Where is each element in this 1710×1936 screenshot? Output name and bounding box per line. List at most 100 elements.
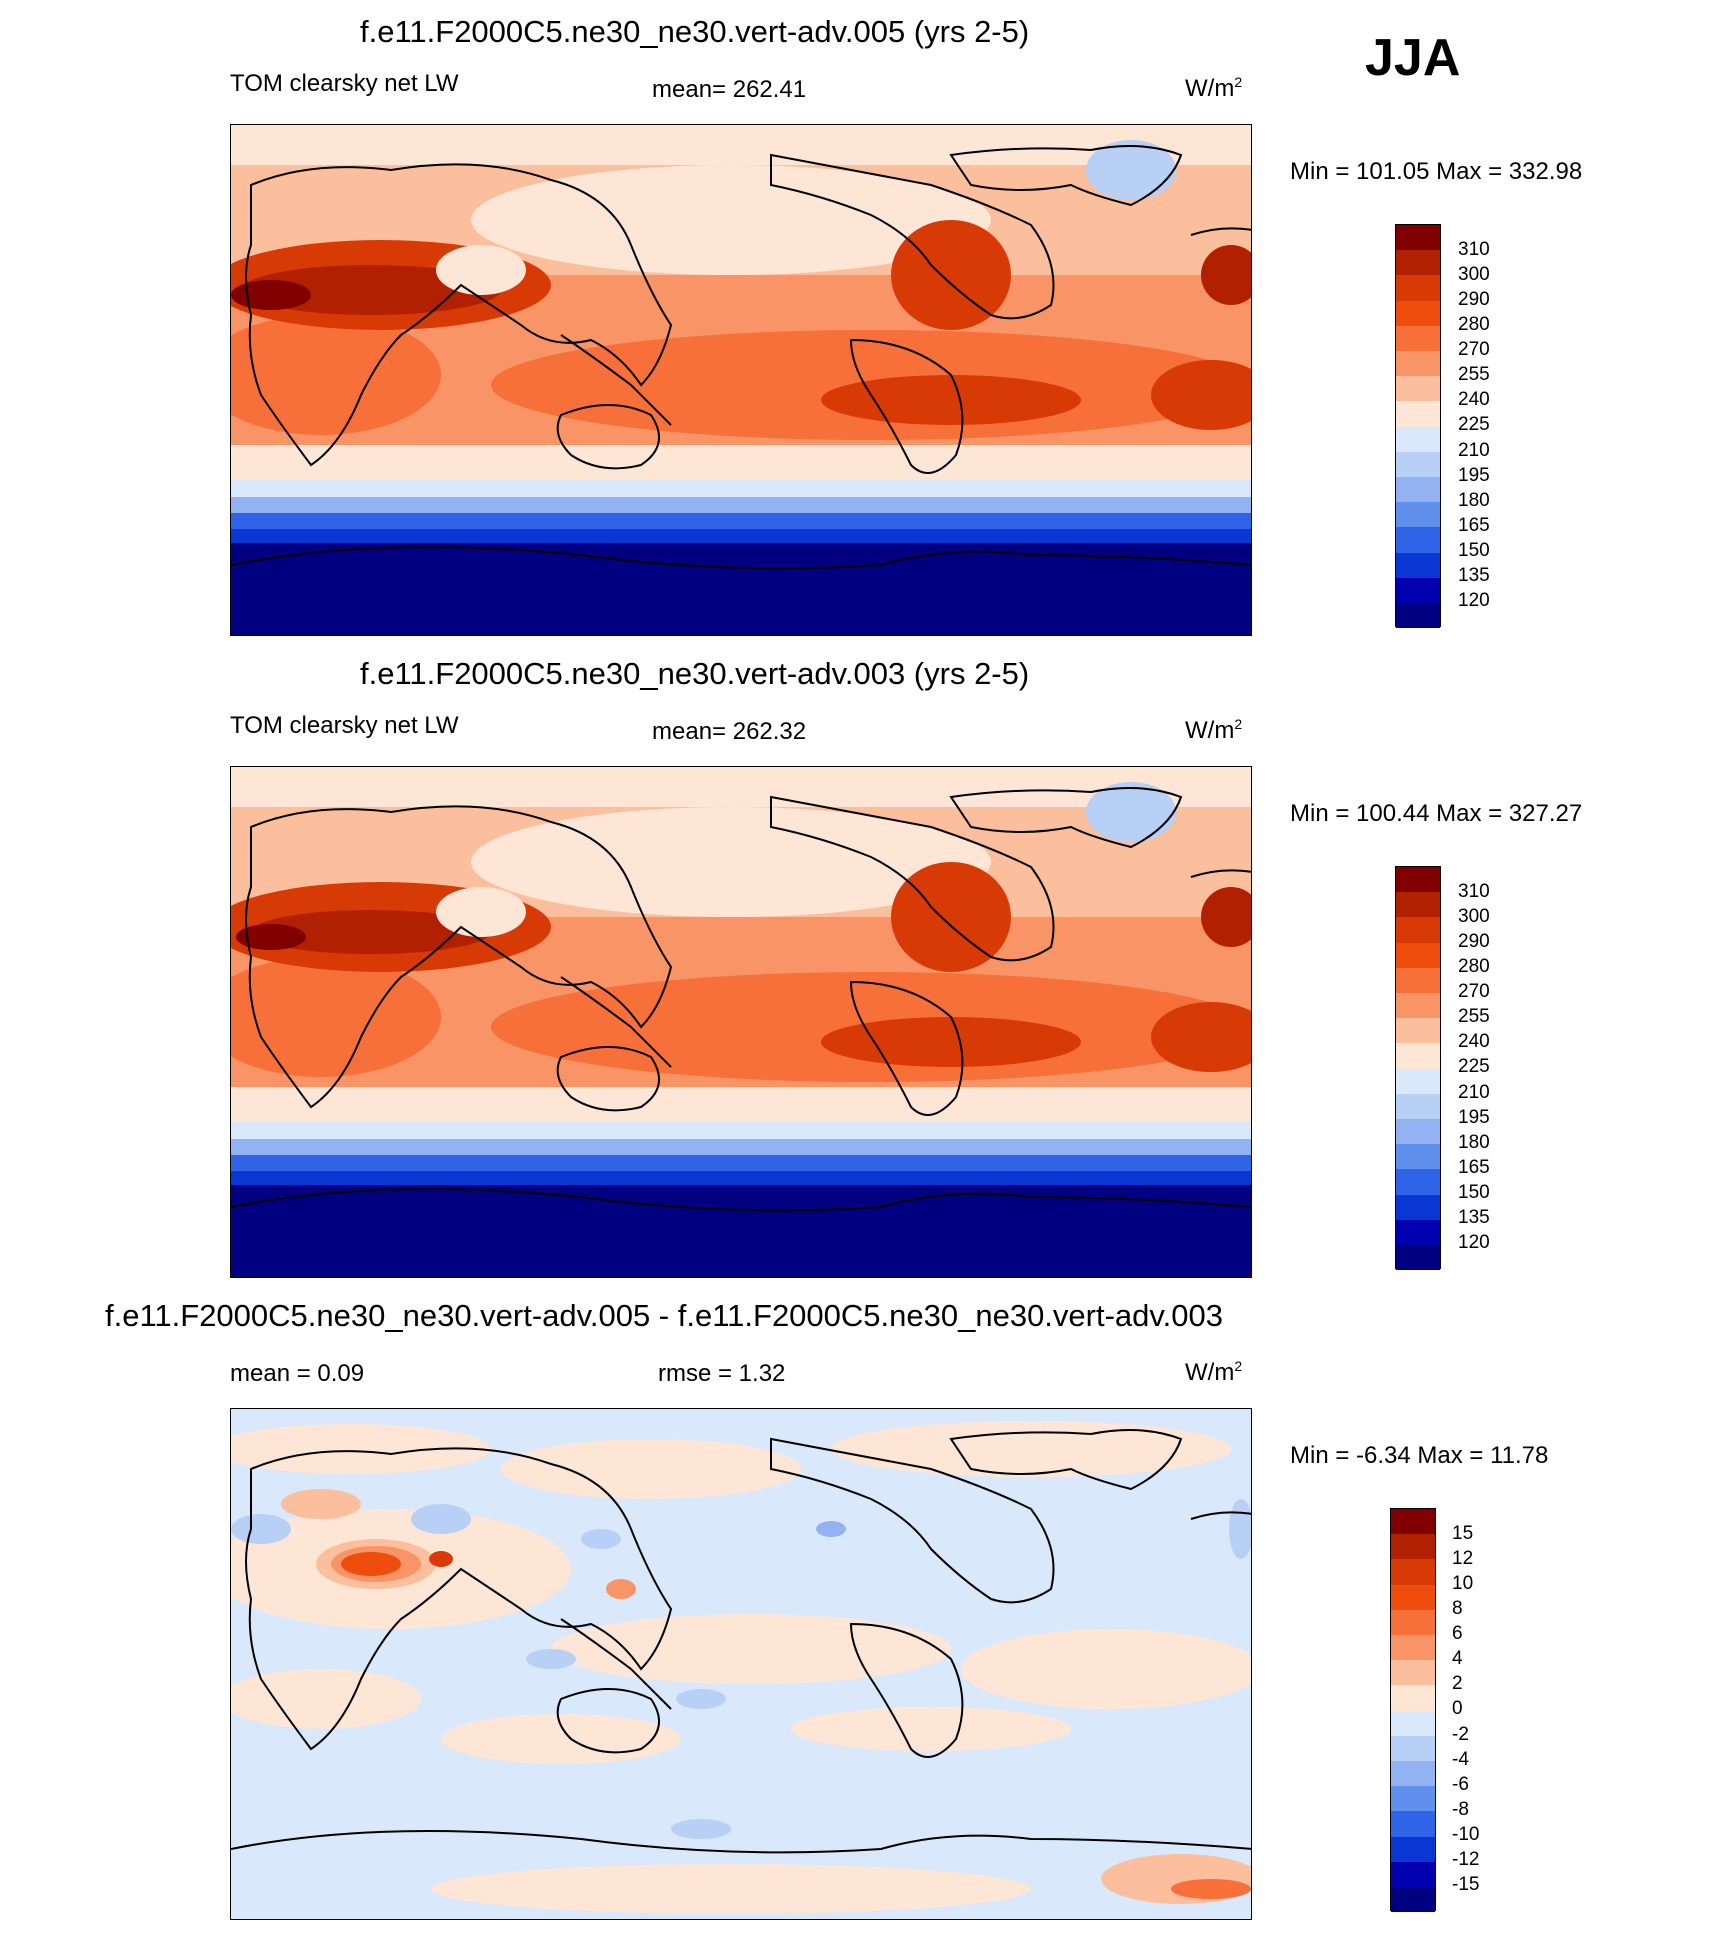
panel-1-colorbar-label: 135	[1458, 565, 1490, 586]
panel-1-minmax: Min = 101.05 Max = 332.98	[1290, 158, 1583, 185]
panel-1-colorbar-label: 120	[1458, 590, 1490, 611]
panel-3-colorbar-label: -12	[1452, 1849, 1480, 1870]
panel-1-colorbar-label: 255	[1458, 364, 1490, 385]
panel-2-mean-label: mean= 262.32	[652, 718, 807, 745]
panel-1-colorbar-box	[1396, 250, 1440, 276]
panel-1-colorbar-box	[1396, 577, 1440, 603]
panel-1-map	[230, 124, 1252, 636]
panel-3-colorbar-box	[1391, 1861, 1435, 1887]
panel-2-colorbar-label: 195	[1458, 1107, 1490, 1128]
panel-3-colorbar-label: -2	[1452, 1724, 1469, 1745]
season-label: JJA	[1365, 29, 1461, 87]
panel-3-colorbar-box	[1391, 1811, 1435, 1837]
panel-2-colorbar-label: 180	[1458, 1132, 1490, 1153]
panel-1-colorbar-box	[1396, 451, 1440, 477]
panel-1-colorbar-box	[1396, 275, 1440, 301]
panel-2-colorbar-label: 165	[1458, 1157, 1490, 1178]
panel-1-colorbar-box	[1396, 300, 1440, 326]
panel-3-colorbar-label: 8	[1452, 1598, 1463, 1619]
panel-1-colorbar-box	[1396, 527, 1440, 553]
panel-3-colorbar-label: -8	[1452, 1799, 1469, 1820]
panel-2-colorbar-label: 225	[1458, 1056, 1490, 1077]
panel-2-colorbar-box	[1396, 967, 1440, 993]
panel-1-colorbar-box	[1396, 401, 1440, 427]
panel-2-colorbar-box	[1396, 1043, 1440, 1069]
panel-2-colorbar-box	[1396, 892, 1440, 918]
panel-1-colorbar-label: 300	[1458, 264, 1490, 285]
panel-1-colorbar-label: 225	[1458, 414, 1490, 435]
panel-3-units: W/m2	[1185, 1358, 1243, 1386]
panel-3-colorbar-box	[1391, 1559, 1435, 1585]
panel-1-colorbar-label: 150	[1458, 540, 1490, 561]
panel-3-colorbar-box	[1391, 1710, 1435, 1736]
panel-2-colorbar	[1395, 866, 1441, 1270]
panel-3-title: f.e11.F2000C5.ne30_ne30.vert-adv.005 - f…	[105, 1298, 1223, 1333]
panel-2-colorbar-label: 210	[1458, 1082, 1490, 1103]
panel-2-colorbar-label: 290	[1458, 931, 1490, 952]
panel-2-colorbar-label: 280	[1458, 956, 1490, 977]
panel-2-minmax: Min = 100.44 Max = 327.27	[1290, 800, 1583, 827]
panel-3-colorbar-box	[1391, 1660, 1435, 1686]
panel-3-rmse-label: rmse = 1.32	[658, 1360, 786, 1387]
panel-3-colorbar-box	[1391, 1509, 1435, 1535]
panel-3-colorbar-box	[1391, 1635, 1435, 1661]
panel-1-title: f.e11.F2000C5.ne30_ne30.vert-adv.005 (yr…	[360, 14, 1030, 49]
panel-1-colorbar-label: 180	[1458, 490, 1490, 511]
panel-1-colorbar-box	[1396, 552, 1440, 578]
panel-2-colorbar-box	[1396, 942, 1440, 968]
panel-1-colorbar-box	[1396, 477, 1440, 503]
panel-3-colorbar-box	[1391, 1887, 1435, 1912]
panel-3-colorbar-label: 2	[1452, 1673, 1463, 1694]
panel-2-colorbar-box	[1396, 917, 1440, 943]
panel-1-colorbar-label: 280	[1458, 314, 1490, 335]
panel-2-colorbar-label: 255	[1458, 1006, 1490, 1027]
panel-1-colorbar-label: 240	[1458, 389, 1490, 410]
panel-3-map-field	[231, 1409, 1251, 1919]
panel-1-colorbar	[1395, 224, 1441, 628]
panel-1-colorbar-label: 310	[1458, 239, 1490, 260]
panel-3-colorbar-label: 15	[1452, 1523, 1474, 1544]
panel-2-title: f.e11.F2000C5.ne30_ne30.vert-adv.003 (yr…	[360, 656, 1030, 691]
panel-2-colorbar-box	[1396, 1194, 1440, 1220]
panel-1-colorbar-box	[1396, 376, 1440, 402]
panel-3-colorbar-label: 0	[1452, 1698, 1463, 1719]
panel-2-colorbar-box	[1396, 1093, 1440, 1119]
panel-1-map-field	[231, 125, 1251, 635]
panel-3-colorbar-label: -6	[1452, 1774, 1469, 1795]
panel-3-colorbar-label: 6	[1452, 1623, 1463, 1644]
panel-3-colorbar-box	[1391, 1836, 1435, 1862]
panel-2-colorbar-box	[1396, 993, 1440, 1019]
panel-3-colorbar-box	[1391, 1761, 1435, 1787]
panel-3-colorbar-label: -15	[1452, 1874, 1480, 1895]
panel-1-colorbar-label: 210	[1458, 440, 1490, 461]
panel-2-map	[230, 766, 1252, 1278]
panel-2-colorbar-label: 150	[1458, 1182, 1490, 1203]
panel-2-colorbar-box	[1396, 867, 1440, 893]
panel-3-colorbar-box	[1391, 1609, 1435, 1635]
panel-2-colorbar-label: 240	[1458, 1031, 1490, 1052]
panel-1-colorbar-box	[1396, 426, 1440, 452]
panel-1-colorbar-label: 270	[1458, 339, 1490, 360]
panel-2-colorbar-label: 310	[1458, 881, 1490, 902]
panel-3-colorbar-label: -4	[1452, 1749, 1469, 1770]
panel-1-colorbar-label: 165	[1458, 515, 1490, 536]
panel-1-colorbar-box	[1396, 351, 1440, 377]
panel-1-units: W/m2	[1185, 74, 1243, 102]
panel-3-colorbar-box	[1391, 1786, 1435, 1812]
panel-1-colorbar-box	[1396, 325, 1440, 351]
panel-1-colorbar-label: 290	[1458, 289, 1490, 310]
panel-3-colorbar-box	[1391, 1685, 1435, 1711]
panel-2-colorbar-box	[1396, 1219, 1440, 1245]
panel-3-colorbar-label: 4	[1452, 1648, 1463, 1669]
panel-2-colorbar-label: 300	[1458, 906, 1490, 927]
panel-3-minmax: Min = -6.34 Max = 11.78	[1290, 1442, 1549, 1469]
panel-2-variable-label: TOM clearsky net LW	[230, 712, 459, 739]
panel-3-colorbar-box	[1391, 1534, 1435, 1560]
panel-3-map	[230, 1408, 1252, 1920]
panel-2-colorbar-label: 120	[1458, 1232, 1490, 1253]
panel-3-mean-label: mean = 0.09	[230, 1360, 365, 1387]
panel-2-colorbar-box	[1396, 1068, 1440, 1094]
panel-2-colorbar-label: 135	[1458, 1207, 1490, 1228]
panel-1-colorbar-box	[1396, 603, 1440, 628]
panel-2-colorbar-box	[1396, 1144, 1440, 1170]
